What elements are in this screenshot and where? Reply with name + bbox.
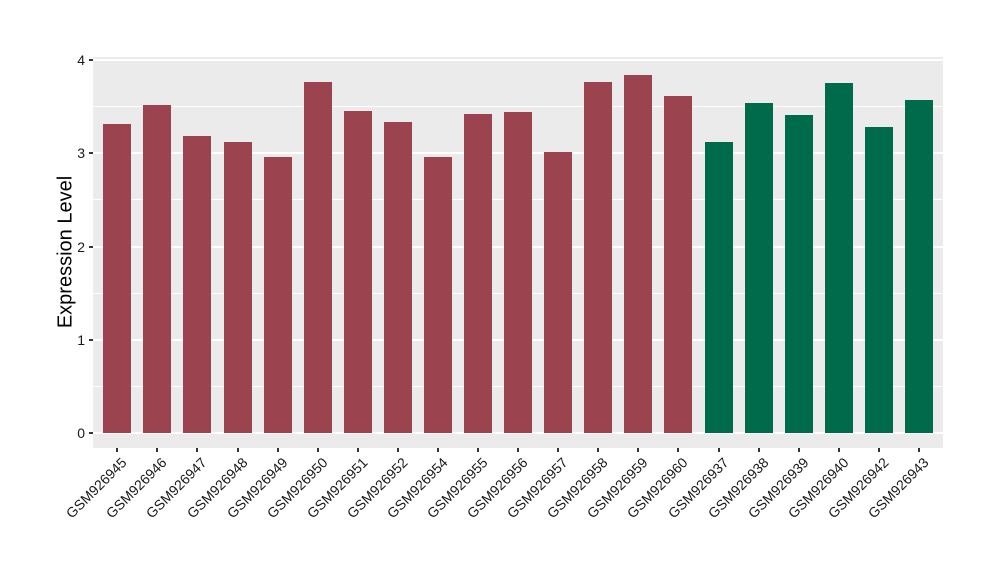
- bar-GSM926948: [223, 142, 252, 433]
- bar-GSM926949: [263, 156, 292, 433]
- major-gridline: [93, 59, 943, 61]
- y-tick-mark: [89, 245, 93, 248]
- bar-GSM926954: [423, 156, 452, 433]
- bar-GSM926940: [824, 83, 853, 433]
- x-tick-mark: [356, 448, 359, 452]
- y-tick-label: 1: [77, 331, 85, 348]
- x-tick-mark: [436, 448, 439, 452]
- x-tick-mark: [196, 448, 199, 452]
- x-tick-mark: [276, 448, 279, 452]
- x-tick-mark: [316, 448, 319, 452]
- bar-GSM926959: [624, 74, 653, 433]
- bar-GSM926960: [664, 96, 693, 433]
- bar-GSM926943: [904, 100, 933, 433]
- bar-GSM926952: [383, 121, 412, 433]
- x-tick-mark: [557, 448, 560, 452]
- bar-GSM926939: [784, 115, 813, 433]
- x-tick-mark: [837, 448, 840, 452]
- x-tick-mark: [236, 448, 239, 452]
- x-tick-mark: [757, 448, 760, 452]
- x-tick-mark: [116, 448, 119, 452]
- y-tick-label: 2: [77, 238, 85, 255]
- x-tick-mark: [917, 448, 920, 452]
- x-tick-mark: [477, 448, 480, 452]
- bar-GSM926955: [464, 114, 493, 433]
- bar-GSM926958: [584, 82, 613, 433]
- y-tick-label: 3: [77, 145, 85, 162]
- bar-GSM926947: [183, 135, 212, 433]
- x-tick-mark: [396, 448, 399, 452]
- plot-panel: [93, 57, 943, 448]
- bar-GSM926956: [504, 112, 533, 433]
- bar-GSM926951: [343, 111, 372, 433]
- bar-GSM926946: [143, 104, 172, 433]
- x-tick-mark: [156, 448, 159, 452]
- x-tick-mark: [597, 448, 600, 452]
- y-tick-mark: [89, 432, 93, 434]
- y-tick-mark: [89, 59, 93, 61]
- y-tick-mark: [89, 152, 93, 155]
- y-tick-label: 4: [77, 52, 85, 68]
- y-tick-label: 0: [77, 425, 85, 441]
- major-gridline: [93, 432, 943, 434]
- x-tick-mark: [877, 448, 880, 452]
- minor-gridline: [93, 106, 943, 108]
- bar-GSM926942: [864, 127, 893, 433]
- x-tick-mark: [677, 448, 680, 452]
- x-tick-mark: [797, 448, 800, 452]
- x-tick-mark: [517, 448, 520, 452]
- bar-GSM926938: [744, 102, 773, 433]
- bar-GSM926937: [704, 142, 733, 433]
- bar-GSM926945: [103, 124, 132, 433]
- x-tick-mark: [717, 448, 720, 452]
- bar-GSM926957: [544, 152, 573, 433]
- bar-GSM926950: [303, 82, 332, 433]
- y-tick-mark: [89, 338, 93, 341]
- x-tick-mark: [637, 448, 640, 452]
